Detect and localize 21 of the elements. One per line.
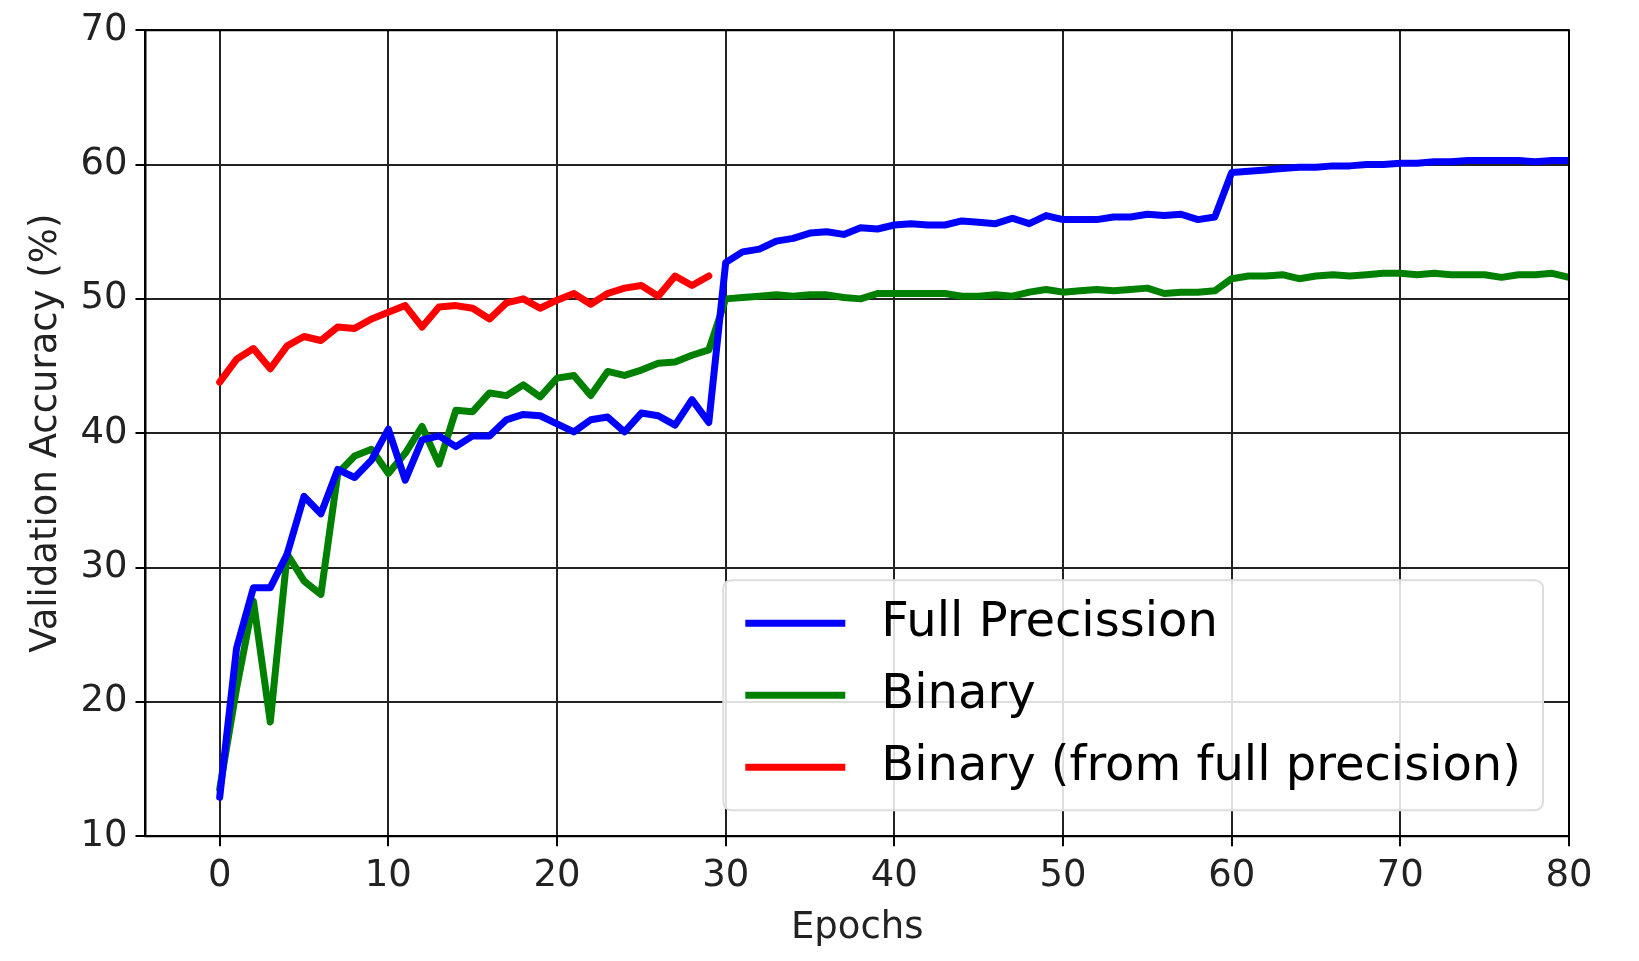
x-tick-label: 70 — [1376, 852, 1424, 896]
x-tick-label: 40 — [870, 852, 918, 896]
x-tick-label: 50 — [1039, 852, 1087, 896]
legend-label: Full Precission — [881, 590, 1218, 647]
x-tick-label: 0 — [207, 852, 232, 896]
y-tick-label: 10 — [80, 811, 128, 855]
y-tick-label: 20 — [80, 677, 128, 721]
y-tick-label: 70 — [80, 5, 128, 49]
x-axis-title: Epochs — [790, 904, 924, 948]
y-tick-label: 30 — [80, 543, 128, 587]
y-tick-label: 40 — [80, 408, 128, 452]
x-tick-label: 60 — [1208, 852, 1256, 896]
y-axis-title: Validation Accuracy (%) — [21, 213, 65, 653]
y-tick-label: 60 — [80, 140, 128, 184]
legend-label: Binary — [881, 662, 1036, 719]
x-tick-label: 10 — [364, 852, 412, 896]
legend-label: Binary (from full precision) — [881, 734, 1521, 791]
x-tick-label: 20 — [533, 852, 581, 896]
y-tick-label: 50 — [80, 274, 128, 318]
x-tick-label: 30 — [702, 852, 750, 896]
x-tick-label: 80 — [1545, 852, 1593, 896]
